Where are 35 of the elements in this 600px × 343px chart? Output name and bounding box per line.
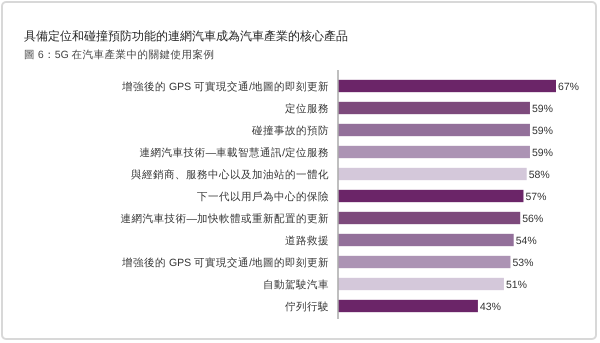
bar bbox=[338, 212, 520, 224]
bar bbox=[338, 256, 510, 268]
text: 圖 6：5G 在汽車產業中的關鍵使用案例 bbox=[24, 48, 215, 61]
data-label: 59% bbox=[532, 124, 553, 137]
y-tick-label: 道路救援 bbox=[285, 234, 329, 247]
data-label: 58% bbox=[528, 168, 550, 181]
data-label: 56% bbox=[522, 212, 544, 225]
y-tick-label: 與經銷商、服務中心以及加油站的一體化 bbox=[131, 168, 329, 181]
data-label: 51% bbox=[506, 278, 527, 291]
bar bbox=[338, 102, 530, 114]
data-label: 59% bbox=[532, 146, 553, 159]
bar bbox=[338, 80, 556, 92]
y-tick-label: 下一代以用戶為中心的保險 bbox=[197, 190, 329, 203]
data-label: 67% bbox=[558, 80, 580, 93]
bar bbox=[338, 146, 530, 158]
y-tick-label: 佇列行駛 bbox=[285, 300, 329, 313]
bar bbox=[338, 190, 524, 202]
y-tick-label: 連網汽車技術—加快軟體或重新配置的更新 bbox=[120, 212, 329, 225]
data-label: 54% bbox=[516, 234, 537, 247]
bar bbox=[338, 234, 514, 246]
y-tick-label: 增強後的 GPS 可實現交通/地圖的即刻更新 bbox=[121, 256, 329, 269]
data-label: 43% bbox=[480, 300, 501, 313]
text: 具備定位和碰撞預防功能的連網汽車成為汽車產業的核心產品 bbox=[24, 29, 348, 43]
bar bbox=[338, 168, 527, 180]
y-tick-label: 定位服務 bbox=[285, 102, 329, 115]
y-tick-label: 碰撞事故的預防 bbox=[251, 124, 329, 137]
y-tick-label: 連網汽車技術—車載智慧通訊/定位服務 bbox=[140, 146, 329, 159]
data-label: 53% bbox=[512, 256, 534, 269]
y-tick-label: 增強後的 GPS 可實現交通/地圖的即刻更新 bbox=[121, 80, 329, 93]
data-label: 57% bbox=[525, 190, 546, 203]
bar bbox=[338, 278, 504, 290]
y-tick-label: 自動駕駛汽車 bbox=[263, 278, 329, 291]
bar bbox=[338, 300, 478, 312]
data-label: 59% bbox=[532, 102, 553, 115]
bar bbox=[338, 124, 530, 136]
